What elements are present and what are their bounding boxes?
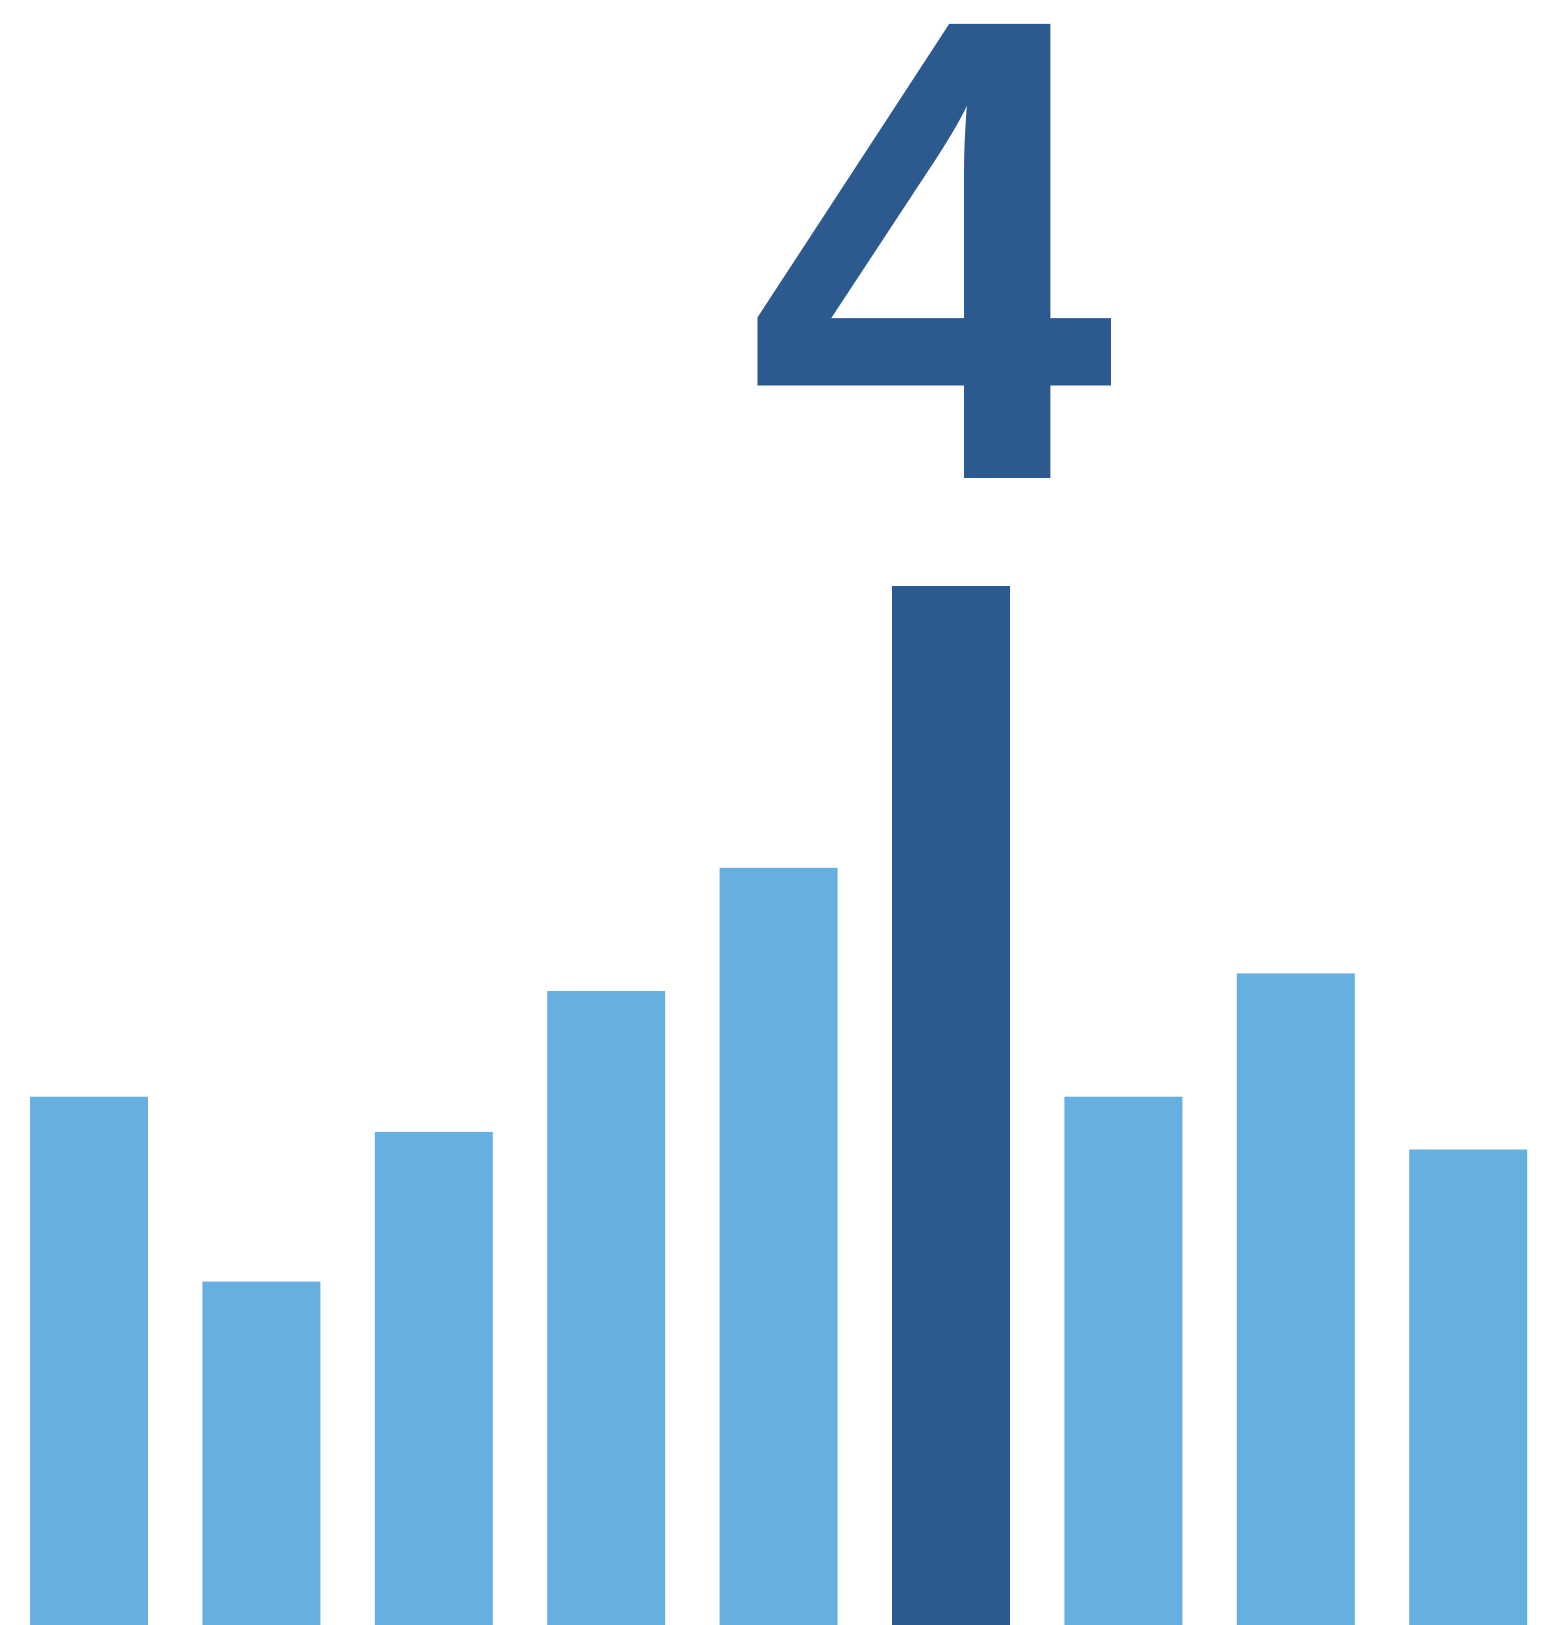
bar-highlight <box>892 586 1010 1625</box>
bar <box>1409 1149 1528 1625</box>
bar <box>30 1096 148 1625</box>
bar <box>547 991 666 1625</box>
bars-group <box>30 586 1528 1625</box>
highlight-label: 4 <box>747 0 1118 618</box>
bar <box>1236 973 1355 1625</box>
bar <box>202 1281 321 1625</box>
bar <box>374 1131 493 1625</box>
bar <box>1064 1096 1183 1625</box>
bar <box>719 867 838 1625</box>
